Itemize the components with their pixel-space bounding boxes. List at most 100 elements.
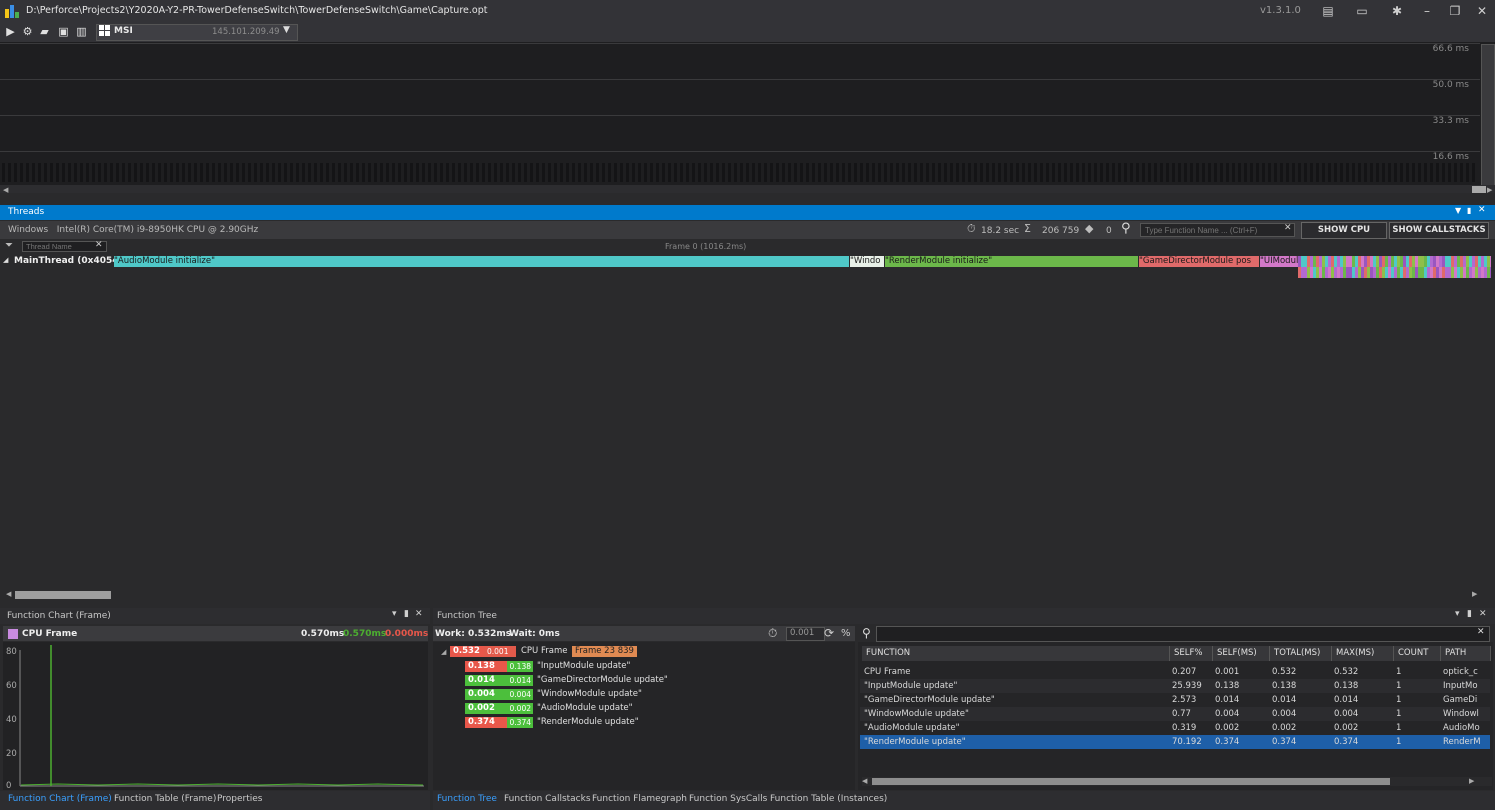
activity-stripe[interactable]: [1469, 267, 1472, 278]
activity-stripe[interactable]: [1478, 256, 1481, 267]
column-header-function[interactable]: FUNCTION: [862, 646, 1170, 661]
scroll-right-icon[interactable]: ▶: [1487, 186, 1493, 194]
frame-bar[interactable]: [254, 163, 257, 182]
frame-bar[interactable]: [8, 163, 11, 182]
activity-stripe[interactable]: [1430, 267, 1433, 278]
frame-bar[interactable]: [1328, 163, 1331, 182]
column-header-selfms[interactable]: SELF(MS): [1213, 646, 1270, 661]
frame-bar[interactable]: [128, 163, 131, 182]
frame-bar[interactable]: [38, 163, 41, 182]
activity-stripe[interactable]: [1322, 256, 1325, 267]
activity-stripe[interactable]: [1466, 256, 1469, 267]
frame-bar[interactable]: [1322, 163, 1325, 182]
frame-bar[interactable]: [74, 163, 77, 182]
frame-bar[interactable]: [716, 163, 719, 182]
frame-bar[interactable]: [314, 163, 317, 182]
frame-bar[interactable]: [986, 163, 989, 182]
frame-bar[interactable]: [830, 163, 833, 182]
collapse-icon[interactable]: ◢: [441, 648, 447, 656]
frame-bar[interactable]: [800, 163, 803, 182]
activity-stripe[interactable]: [1364, 256, 1367, 267]
refresh-icon[interactable]: ⟳: [824, 626, 835, 640]
tree-node-name[interactable]: "RenderModule update": [537, 717, 639, 727]
frame-bar[interactable]: [944, 163, 947, 182]
activity-stripe[interactable]: [1328, 267, 1331, 278]
frame-bar[interactable]: [1460, 163, 1463, 182]
frame-bar[interactable]: [1190, 163, 1193, 182]
frame-bar[interactable]: [1112, 163, 1115, 182]
frame-bar[interactable]: [686, 163, 689, 182]
frame-bar[interactable]: [590, 163, 593, 182]
frame-bar[interactable]: [56, 163, 59, 182]
table-row[interactable]: "AudioModule update" 0.319 0.002 0.002 0.002…: [860, 721, 1490, 735]
frame-bar[interactable]: [542, 163, 545, 182]
activity-stripe[interactable]: [1298, 256, 1301, 267]
frame-bar[interactable]: [818, 163, 821, 182]
frame-bar[interactable]: [1160, 163, 1163, 182]
clear-search-icon[interactable]: ✕: [1284, 223, 1292, 233]
function-search-input[interactable]: [1140, 223, 1295, 237]
table-row[interactable]: "GameDirectorModule update" 2.573 0.014 0.0…: [860, 693, 1490, 707]
frame-bar[interactable]: [680, 163, 683, 182]
activity-stripe[interactable]: [1415, 256, 1418, 267]
close-panel-icon[interactable]: ✕: [1478, 205, 1486, 215]
frame-bar[interactable]: [848, 163, 851, 182]
frame-bar[interactable]: [644, 163, 647, 182]
frame-bar[interactable]: [212, 163, 215, 182]
frame-bar[interactable]: [734, 163, 737, 182]
close-panel-icon[interactable]: ✕: [415, 609, 423, 619]
frame-bar[interactable]: [614, 163, 617, 182]
frame-bar[interactable]: [992, 163, 995, 182]
activity-stripe[interactable]: [1376, 256, 1379, 267]
column-header-maxms[interactable]: MAX(MS): [1332, 646, 1394, 661]
frame-bar[interactable]: [32, 163, 35, 182]
activity-stripe[interactable]: [1424, 256, 1427, 267]
frame-bar[interactable]: [434, 163, 437, 182]
frame-bar[interactable]: [1316, 163, 1319, 182]
show-cpu-cores-button[interactable]: SHOW CPU CORES: [1301, 222, 1387, 250]
thread-name-input[interactable]: [22, 241, 107, 252]
frame-bar[interactable]: [194, 163, 197, 182]
frame-bar[interactable]: [230, 163, 233, 182]
activity-stripe[interactable]: [1460, 256, 1463, 267]
frame-bar[interactable]: [98, 163, 101, 182]
frame-bar[interactable]: [326, 163, 329, 182]
tree-node-name[interactable]: "WindowModule update": [537, 689, 642, 699]
frame-bar[interactable]: [896, 163, 899, 182]
activity-stripe[interactable]: [1307, 267, 1310, 278]
activity-stripe[interactable]: [1364, 267, 1367, 278]
frame-bar[interactable]: [1130, 163, 1133, 182]
frame-bar[interactable]: [572, 163, 575, 182]
activity-stripe[interactable]: [1445, 256, 1448, 267]
frame-bar[interactable]: [1334, 163, 1337, 182]
activity-stripe[interactable]: [1460, 267, 1463, 278]
activity-stripe[interactable]: [1427, 256, 1430, 267]
tree-node-name[interactable]: "GameDirectorModule update": [537, 675, 668, 685]
book-icon[interactable]: ▤: [1322, 4, 1334, 18]
frame-bar[interactable]: [1352, 163, 1355, 182]
frame-bar[interactable]: [656, 163, 659, 182]
frame-bar[interactable]: [1046, 163, 1049, 182]
frame-bar[interactable]: [428, 163, 431, 182]
activity-stripe[interactable]: [1382, 256, 1385, 267]
frame-bar[interactable]: [176, 163, 179, 182]
frame-bar[interactable]: [320, 163, 323, 182]
activity-stripe[interactable]: [1322, 267, 1325, 278]
frame-bar[interactable]: [668, 163, 671, 182]
activity-stripe[interactable]: [1370, 267, 1373, 278]
frame-bar[interactable]: [1406, 163, 1409, 182]
frame-bar[interactable]: [164, 163, 167, 182]
frame-bar[interactable]: [134, 163, 137, 182]
frame-bar[interactable]: [722, 163, 725, 182]
frame-bar[interactable]: [1394, 163, 1397, 182]
column-header-count[interactable]: COUNT: [1394, 646, 1441, 661]
frame-bar[interactable]: [374, 163, 377, 182]
frame-bar[interactable]: [566, 163, 569, 182]
frame-bar[interactable]: [1250, 163, 1253, 182]
frame-bar[interactable]: [1208, 163, 1211, 182]
frame-bar[interactable]: [752, 163, 755, 182]
activity-stripe[interactable]: [1319, 267, 1322, 278]
frame-bar[interactable]: [344, 163, 347, 182]
frame-bar[interactable]: [950, 163, 953, 182]
activity-stripe[interactable]: [1385, 267, 1388, 278]
